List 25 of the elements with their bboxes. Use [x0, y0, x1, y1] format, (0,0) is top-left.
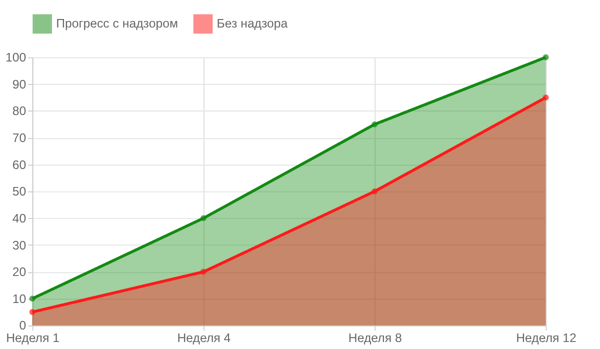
x-tick-label: Неделя 4 [177, 331, 231, 346]
point [542, 94, 549, 101]
point [372, 121, 378, 128]
y-tick-label: 50 [12, 184, 26, 199]
y-tick-label: 100 [6, 50, 26, 65]
legend-label: Без надзора [216, 16, 288, 31]
y-tick-label: 0 [19, 318, 26, 333]
point [372, 188, 378, 194]
y-tick-label: 30 [12, 238, 26, 252]
point [29, 296, 36, 302]
x-tick-label: Неделя 8 [348, 331, 402, 346]
x-tick-label: Неделя 12 [516, 331, 577, 346]
legend-label: Прогресс с надзором [56, 16, 178, 31]
y-tick-label: 80 [12, 104, 26, 118]
y-tick-label: 40 [12, 211, 26, 226]
y-tick-label: 60 [12, 158, 26, 172]
point [29, 309, 36, 316]
point [200, 215, 206, 222]
y-tick-label: 90 [12, 77, 26, 92]
point [200, 268, 206, 275]
y-tick-label: 20 [12, 265, 26, 280]
y-tick-label: 70 [12, 131, 26, 146]
x-tick-label: Неделя 1 [6, 331, 60, 346]
point [542, 54, 549, 60]
y-tick-label: 10 [12, 292, 26, 306]
